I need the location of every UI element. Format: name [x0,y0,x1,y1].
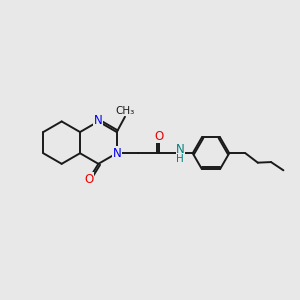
Text: O: O [154,130,164,143]
Text: N: N [94,114,103,127]
Text: N: N [113,147,122,160]
Text: N: N [176,142,185,156]
Text: H: H [176,154,184,164]
Text: O: O [84,172,94,186]
Text: CH₃: CH₃ [116,106,135,116]
